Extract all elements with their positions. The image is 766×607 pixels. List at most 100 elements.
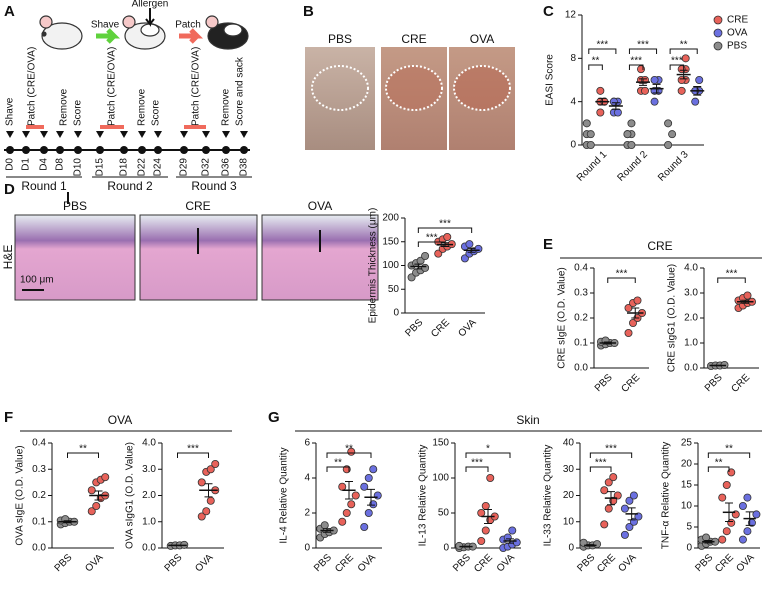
data-point	[486, 473, 495, 482]
sig-label: **	[725, 444, 733, 455]
y-tick-label: 50	[388, 284, 400, 295]
y-tick-label: 100	[382, 260, 399, 271]
arrow	[179, 28, 204, 44]
day-dot	[138, 146, 146, 154]
y-tick-label: 0.3	[32, 464, 46, 475]
day-dot	[120, 146, 128, 154]
histology	[14, 192, 379, 301]
error-bar	[631, 307, 640, 319]
error-bar	[745, 511, 754, 526]
event-label: Patch (CRE/OVA)	[107, 47, 118, 126]
day-label: D38	[239, 158, 250, 177]
data-point	[633, 296, 642, 305]
panel-label: G	[268, 409, 280, 426]
x-tick-label: OVA	[193, 552, 215, 574]
data-point	[206, 496, 215, 505]
day-dot	[222, 146, 230, 154]
y-tick-label: 0.4	[574, 263, 588, 274]
y-tick-label: 10	[681, 501, 693, 512]
data-point	[677, 86, 686, 95]
sig-label: **	[79, 444, 87, 455]
data-point	[342, 508, 351, 517]
sig-bracket	[669, 48, 698, 54]
y-tick-label: 4	[304, 473, 310, 484]
data-point	[582, 119, 591, 128]
sig-label: ***	[630, 56, 642, 67]
sig-label: ***	[596, 40, 608, 51]
data-point	[650, 76, 659, 85]
sig-bracket	[669, 64, 685, 70]
legend-marker	[713, 15, 723, 25]
data-point	[474, 244, 483, 253]
event-label: Score	[73, 99, 84, 126]
y-tick-label: 20	[681, 459, 693, 470]
x-tick-label: OVA	[495, 552, 517, 574]
data-point	[609, 97, 618, 106]
data-point	[743, 493, 752, 502]
sig-label: ***	[595, 458, 607, 469]
data-point	[92, 501, 101, 510]
sig-label: ***	[187, 444, 199, 455]
y-tick-label: 0.0	[684, 363, 698, 374]
data-point	[722, 480, 731, 489]
error-bar	[345, 481, 353, 500]
sig-label: ***	[439, 219, 451, 230]
data-point	[743, 291, 752, 300]
sig-bracket	[628, 48, 658, 54]
sig-bracket	[417, 227, 473, 233]
data-point	[627, 119, 636, 128]
sig-label: ***	[426, 233, 438, 244]
data-point	[481, 501, 490, 510]
x-tick-label: Round 1	[575, 149, 610, 184]
histology-label: CRE	[185, 199, 210, 213]
data-point	[623, 130, 632, 139]
day-marker	[138, 131, 146, 138]
sig-label: ***	[471, 458, 483, 469]
data-point	[87, 507, 96, 516]
sig-bracket	[717, 277, 746, 283]
y-tick-label: 0	[443, 543, 449, 554]
event-label: Patch (CRE/OVA)	[191, 47, 202, 126]
error-bar	[323, 528, 331, 533]
y-tick-label: 15	[681, 480, 693, 491]
x-tick-label: PBS	[312, 552, 334, 574]
y-tick-label: 3.0	[684, 288, 698, 299]
day-dot	[202, 146, 210, 154]
day-dot	[6, 146, 14, 154]
y-tick-label: 6	[304, 438, 310, 449]
y-axis-label: CRE sIgE (O.D. Value)	[557, 267, 568, 369]
legend-marker	[713, 41, 723, 51]
data-point	[738, 535, 747, 544]
event-label: Patch (CRE/OVA)	[27, 47, 38, 126]
round-label: Round 3	[191, 179, 237, 193]
histology-label: OVA	[308, 199, 332, 213]
y-tick-label: 0.3	[574, 288, 588, 299]
y-tick-label: 1.0	[684, 338, 698, 349]
y-tick-label: 12	[565, 10, 577, 21]
x-tick-label: OVA	[456, 317, 478, 339]
data-point	[364, 508, 373, 517]
data-point	[320, 521, 329, 530]
y-tick-label: 100	[432, 473, 449, 484]
y-tick-label: 150	[432, 438, 449, 449]
error-bar	[679, 69, 688, 80]
error-bar	[467, 247, 476, 253]
data-point	[596, 108, 605, 117]
y-tick-label: 200	[382, 213, 399, 224]
x-tick-label: Round 2	[615, 149, 650, 184]
sig-label: **	[345, 444, 353, 455]
x-tick-label: PBS	[593, 372, 615, 394]
photos	[305, 47, 515, 150]
legend-label: PBS	[727, 41, 747, 52]
event-label: Remove	[137, 88, 148, 126]
y-tick-label: 0	[686, 543, 692, 554]
error-bar	[652, 83, 661, 94]
day-marker	[74, 131, 82, 138]
panel-label: D	[4, 181, 15, 198]
data-point	[360, 523, 369, 532]
data-point	[722, 527, 731, 536]
y-axis-label: TNF-α Relative Quantity	[661, 442, 672, 549]
sig-bracket	[589, 452, 633, 458]
